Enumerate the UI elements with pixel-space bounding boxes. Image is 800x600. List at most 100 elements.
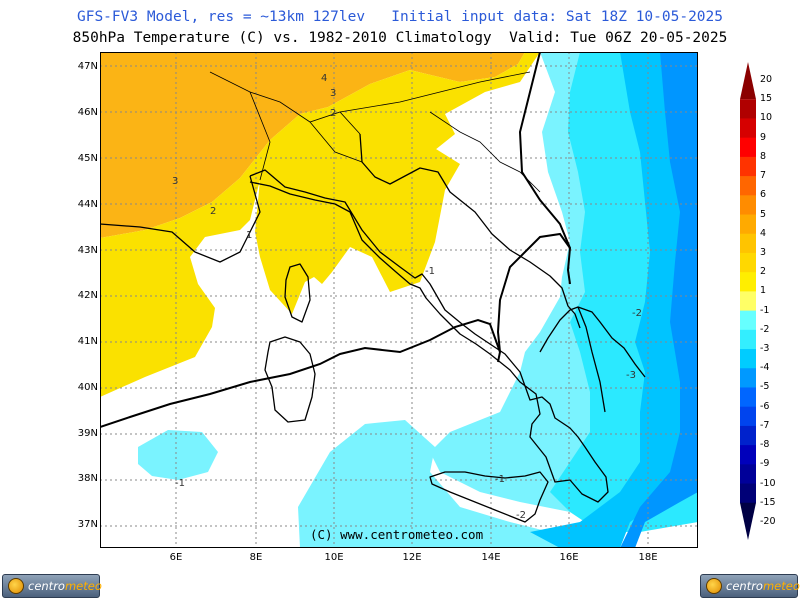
italy-coastline <box>249 169 609 503</box>
contour-label: -3 <box>626 370 636 381</box>
legend-label: 15 <box>760 93 773 105</box>
legend-swatch <box>740 62 756 100</box>
legend-swatch <box>740 387 756 408</box>
legend-label: 4 <box>760 227 767 239</box>
lon-label: 10E <box>324 552 344 563</box>
legend-label: 3 <box>760 246 767 258</box>
centrometeo-logo-right: centrometeo <box>700 574 800 598</box>
temperature-anomaly-map: 4 3 2 3 2 1 -1 -2 -3 -1 -1 -2 <box>100 52 698 548</box>
legend-swatches <box>740 62 756 540</box>
legend-label: -8 <box>760 439 770 451</box>
lat-label: 42N <box>77 290 98 301</box>
legend-swatch <box>740 137 756 158</box>
globe-icon <box>706 578 722 594</box>
legend-swatch <box>740 464 756 485</box>
corsica-coastline <box>284 263 311 323</box>
legend-label: 9 <box>760 131 767 143</box>
legend-swatch <box>740 252 756 273</box>
lat-label: 39N <box>77 428 98 439</box>
contour-label: -1 <box>495 474 505 485</box>
legend-swatch <box>740 310 756 331</box>
legend-swatch <box>740 406 756 427</box>
contour-label: -1 <box>175 478 185 489</box>
lon-label: 18E <box>638 552 658 563</box>
copyright-text: (C) www.centrometeo.com <box>310 527 484 542</box>
lon-label: 12E <box>402 552 422 563</box>
lon-label: 8E <box>249 552 263 563</box>
legend-label: -4 <box>760 362 770 374</box>
legend-swatch <box>740 425 756 446</box>
centrometeo-logo-left: centrometeo <box>2 574 102 598</box>
contour-label: -2 <box>516 510 526 521</box>
logo-text: centrometeo <box>726 579 800 593</box>
legend-label: -1 <box>760 304 770 316</box>
lat-label: 44N <box>77 199 98 210</box>
lat-label: 40N <box>77 382 98 393</box>
legend-swatch <box>740 272 756 292</box>
legend-swatch <box>740 445 756 465</box>
legend-label: -2 <box>760 323 770 335</box>
contour-label: 3 <box>330 88 336 99</box>
legend-swatch <box>740 368 756 388</box>
lon-label: 14E <box>481 552 501 563</box>
anomaly-area-minus1-west <box>138 430 218 480</box>
sardinia-coastline <box>264 336 316 423</box>
legend-swatch <box>740 214 756 235</box>
lat-label: 41N <box>77 336 98 347</box>
globe-icon <box>8 578 24 594</box>
france-coastline <box>100 175 261 263</box>
lon-label: 16E <box>559 552 579 563</box>
legend-label: 20 <box>760 74 773 85</box>
legend-label: 5 <box>760 208 767 220</box>
lat-label: 45N <box>77 153 98 164</box>
greece-albania-coastline <box>577 306 606 413</box>
legend-label: -5 <box>760 381 770 393</box>
anomaly-area-minus1-south <box>298 420 590 548</box>
legend-label: 8 <box>760 150 767 162</box>
legend-swatch <box>740 502 756 540</box>
legend-swatch <box>740 349 756 369</box>
anomaly-area-minus4 <box>620 52 698 548</box>
model-title: GFS-FV3 Model, res = ~13km 127lev Initia… <box>76 9 723 25</box>
legend-label: -15 <box>760 496 776 508</box>
lat-label: 38N <box>77 473 98 484</box>
legend-label: 10 <box>760 112 773 124</box>
legend-label: 1 <box>760 285 767 297</box>
anomaly-zero-lines <box>100 52 572 428</box>
legend-label: 7 <box>760 170 767 182</box>
contour-label: 2 <box>330 108 336 119</box>
contour-label: 4 <box>321 73 327 84</box>
lat-label: 47N <box>77 61 98 72</box>
anomaly-area-plus3 <box>100 52 525 238</box>
contour-labels: 4 3 2 3 2 1 -1 -2 -3 -1 -1 -2 <box>172 73 642 521</box>
legend-swatch <box>740 329 756 350</box>
contour-label: 2 <box>210 206 216 217</box>
legend-label: -6 <box>760 400 770 412</box>
legend-label: -9 <box>760 458 770 470</box>
legend-swatch <box>740 233 756 254</box>
sicily-coastline <box>429 471 549 523</box>
anomaly-area-plus1 <box>100 52 540 397</box>
coastlines <box>100 133 646 523</box>
legend-swatch <box>740 118 756 139</box>
logo-text: centrometeo <box>28 579 102 593</box>
legend-label: -3 <box>760 343 770 355</box>
lat-label: 37N <box>77 519 98 530</box>
contour-label: -2 <box>632 308 642 319</box>
legend-swatch <box>740 195 756 216</box>
lat-label: 46N <box>77 107 98 118</box>
field-title: 850hPa Temperature (C) vs. 1982-2010 Cli… <box>72 30 728 46</box>
apulia-coastline <box>539 306 646 378</box>
legend-swatch <box>740 156 756 177</box>
legend-label: -7 <box>760 419 770 431</box>
legend-swatch <box>740 483 756 504</box>
legend-swatch <box>740 99 756 119</box>
lon-label: 6E <box>169 552 183 563</box>
legend-label: 2 <box>760 266 767 278</box>
legend-label: -10 <box>760 477 776 489</box>
contour-label: 1 <box>246 230 252 241</box>
anomaly-area-minus3 <box>530 52 698 548</box>
legend-label: -20 <box>760 516 776 527</box>
legend-swatch <box>740 176 756 196</box>
color-scale-legend <box>740 62 756 540</box>
